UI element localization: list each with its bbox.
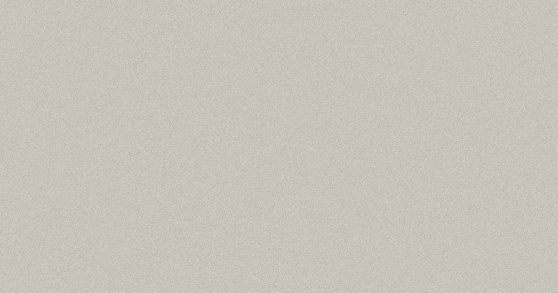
Text: the graph above? c. What should be the label for the Y-axis of: the graph above? c. What should be the l…: [10, 80, 463, 95]
Text: curve": a. Describe the typical memory task that leads to this: curve": a. Describe the typical memory t…: [10, 35, 463, 50]
Text: pattern of results. b. What should be the label for the X-axis of: pattern of results. b. What should be th…: [10, 58, 469, 73]
Text: d. The pattern of higher scores on the left side of the graph is: d. The pattern of higher scores on the l…: [10, 147, 463, 162]
Text: the _ "_____________ effect.": the _ "_____________ effect.": [10, 258, 211, 274]
Text: called the "_____________ effect." (One explanation for this effect: called the "_____________ effect." (One …: [10, 169, 482, 185]
Text: the graph above? Notice the U-shape, with higher scores on the: the graph above? Notice the U-shape, wit…: [10, 102, 479, 117]
Text: 4. Examine the graph below, which shows the "serial position: 4. Examine the graph below, which shows …: [10, 13, 462, 28]
Text: ____________ more frequently than the other items). e. The: ____________ more frequently than the ot…: [10, 214, 438, 230]
Text: pattern of higher scores on the right side of the graph is called: pattern of higher scores on the right si…: [10, 236, 472, 251]
Text: left and right sides of the curve, and lower scores in the middle.: left and right sides of the curve, and l…: [10, 125, 480, 139]
Text: is that these items from the early part of the list are: is that these items from the early part …: [10, 191, 393, 206]
